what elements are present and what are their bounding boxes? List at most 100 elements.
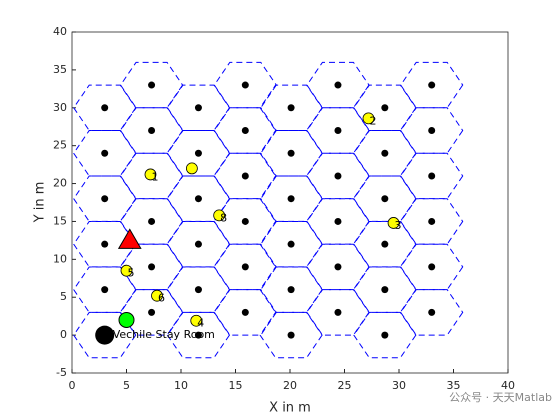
cell-center [428,308,436,316]
y-tick-label: 20 [53,177,67,190]
cell-center [381,286,389,294]
cell-center [241,263,249,271]
node [190,314,203,327]
node [213,209,226,222]
node [362,112,375,125]
cell-center [148,308,156,316]
cell-center [334,217,342,225]
cell-center [148,263,156,271]
hex-cell [306,61,370,109]
cell-center [101,104,109,112]
hex-cell [400,61,464,109]
node [387,217,400,229]
y-axis-label: Y in m [33,182,48,224]
x-axis-label: X in m [269,401,311,416]
cell-center [428,81,436,89]
cell-center [334,263,342,271]
hex-cell [213,289,277,336]
hex-cell [213,243,277,291]
y-tick-label: 0 [60,328,67,341]
start [118,311,135,328]
y-tick-label: 30 [53,101,67,114]
target [117,228,142,249]
hex-cell [213,107,277,154]
y-tick-label: 10 [53,252,67,265]
node-label: 6 [158,292,165,305]
hex-cell [119,61,184,109]
node [120,264,133,277]
cell-center [334,127,342,135]
cell-center [287,195,295,203]
cell-center [381,149,389,157]
hex-cell [213,198,277,245]
cell-center [194,331,202,339]
node [151,289,163,302]
station [95,325,115,345]
x-tick-label: 0 [69,379,76,392]
cell-center [148,81,156,89]
hex-cell [400,243,464,291]
watermark: 公众号 · 天天Matlab [449,391,552,404]
cell-center [428,172,436,180]
cell-center [241,308,249,316]
hex-cell [213,152,277,200]
y-tick-label: 25 [53,139,67,152]
x-tick-label: 35 [447,379,461,392]
x-tick-label: 30 [392,379,406,392]
cell-center [241,172,249,180]
y-tick-label: 15 [53,214,67,227]
cell-center [194,195,202,203]
cell-center [287,240,295,248]
cell-center [381,331,389,339]
node-label: 8 [220,211,227,224]
cell-center [241,217,249,225]
cell-center [334,308,342,316]
cell-center [101,240,109,248]
cell-center [428,217,436,225]
cell-center [287,149,295,157]
y-tick-label: 5 [60,290,67,303]
plot-area [71,31,509,374]
cell-center [194,240,202,248]
station-label: Vechile Stay Room [113,328,215,341]
cell-center [381,195,389,203]
cell-center [101,286,109,294]
node-label: 5 [128,267,135,280]
cell-center [381,104,389,112]
cell-center [148,217,156,225]
cell-center [334,172,342,180]
cell-center [287,104,295,112]
cell-center [194,286,202,294]
hex-cell [400,152,464,200]
node [185,162,198,175]
x-tick-label: 40 [501,379,515,392]
cell-center [101,195,109,203]
y-tick-label: -5 [56,366,67,379]
hex-cell [400,198,464,245]
node-label: 3 [395,219,402,232]
hex-cell [400,107,464,154]
x-tick-label: 15 [229,379,243,392]
cell-center [428,263,436,271]
node-label: 1 [151,170,158,183]
cell-center [241,127,249,135]
y-tick-label: 40 [53,25,67,38]
cell-center [287,286,295,294]
cell-center [194,104,202,112]
x-tick-label: 20 [283,379,297,392]
cell-center [334,81,342,89]
cell-center [241,81,249,89]
x-tick-label: 25 [338,379,352,392]
hex-cell [213,61,277,109]
y-tick-label: 35 [53,63,67,76]
cell-center [287,331,295,339]
x-tick-label: 10 [174,379,188,392]
hex-cell [400,289,464,336]
cell-center [101,149,109,157]
cell-center [194,149,202,157]
cell-center [148,127,156,135]
cell-center [381,240,389,248]
node [144,168,157,181]
x-tick-label: 5 [123,379,130,392]
